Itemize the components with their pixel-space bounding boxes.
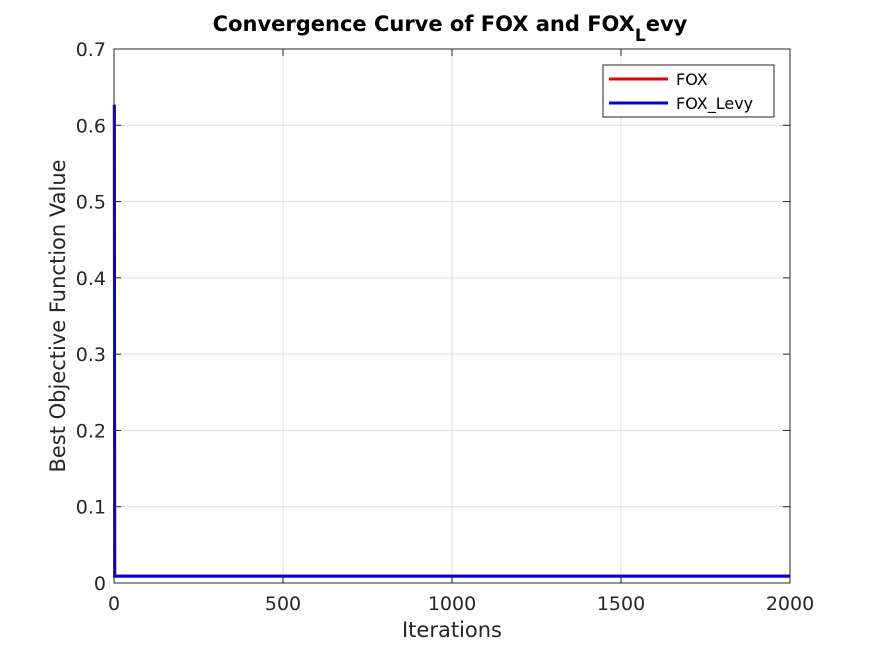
y-axis-label: Best Objective Function Value xyxy=(46,159,70,472)
y-tick-label: 0.7 xyxy=(76,39,106,61)
series-line-fox-levy xyxy=(112,104,790,578)
x-tick-label: 1000 xyxy=(428,593,476,615)
x-tick-label: 500 xyxy=(265,593,301,615)
ticks: 0 500 1000 1500 2000 0 0.1 0.2 0.3 0.4 0.5 0.6 0.7 xyxy=(76,39,814,615)
x-tick-label: 1500 xyxy=(597,593,645,615)
chart-title: Convergence Curve of FOX and FOXLevy xyxy=(213,12,688,46)
y-tick-label: 0.2 xyxy=(76,420,106,442)
x-tick-label: 2000 xyxy=(766,593,814,615)
legend-label-fox-levy: FOX_Levy xyxy=(676,94,753,114)
y-tick-label: 0 xyxy=(94,573,106,595)
series-layer xyxy=(112,104,790,578)
x-axis-label: Iterations xyxy=(402,618,502,642)
grid xyxy=(114,49,790,583)
y-tick-label: 0.3 xyxy=(76,344,106,366)
y-tick-label: 0.5 xyxy=(76,192,106,214)
y-tick-label: 0.4 xyxy=(76,268,106,290)
chart-title-suffix: evy xyxy=(646,12,688,36)
legend-box xyxy=(602,64,775,118)
legend[interactable]: FOX FOX_Levy xyxy=(602,64,775,118)
legend-label-fox: FOX xyxy=(676,70,708,89)
y-tick-label: 0.6 xyxy=(76,115,106,137)
x-tick-label: 0 xyxy=(108,593,120,615)
y-tick-label: 0.1 xyxy=(76,497,106,519)
chart-title-subscript: L xyxy=(635,26,646,46)
